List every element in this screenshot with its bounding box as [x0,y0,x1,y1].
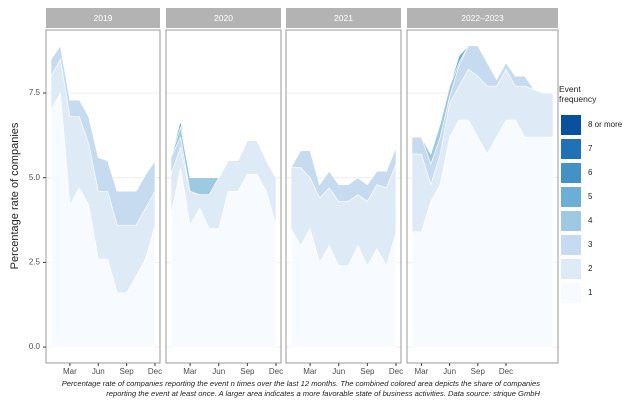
x-tick-label: Jun [332,367,345,376]
panel-border [406,29,559,364]
area [290,147,397,186]
x-tick-label: Mar [183,367,197,376]
legend-key [561,235,581,255]
strip [166,8,281,28]
x-tick-label: Mar [415,367,429,376]
strip [286,8,401,28]
x-tick-label: Mar [63,367,77,376]
x-tick-label: Jun [212,367,225,376]
area [170,120,277,178]
legend-label: 5 [588,192,593,201]
legend-label: 8 or more [588,120,623,129]
legend-label: 6 [588,168,593,177]
facet-title: 2021 [334,13,353,23]
x-tick-label: Sep [240,367,255,376]
x-tick-label: Sep [471,367,486,376]
area [50,44,156,192]
x-tick-label: Dec [499,367,513,376]
legend-label: 3 [588,240,593,249]
y-axis-label: Percentage rate of companies [9,122,21,269]
legend-label: 2 [588,264,593,273]
panel-border [45,29,161,364]
x-tick-label: Sep [360,367,375,376]
y-tick-label: 7.5 [29,88,41,97]
area [412,45,553,155]
caption: Percentage rate of companies reporting t… [61,379,540,398]
x-tick-label: Jun [443,367,456,376]
legend-label: 1 [588,288,593,297]
legend-key [561,211,581,231]
strip [407,8,558,28]
panel-border [285,29,402,364]
legend-key [561,187,581,207]
facet-title: 2022–2023 [461,13,504,23]
legend-key [561,283,581,303]
y-tick-label: 2.5 [29,257,41,266]
facet-title: 2019 [94,13,113,23]
x-tick-label: Sep [120,367,135,376]
facet-title: 2020 [214,13,233,23]
legend-label: 4 [588,216,593,225]
y-tick-label: 0.0 [29,342,41,351]
legend-title: Event frequency [559,84,597,104]
legend-label: 7 [588,144,593,153]
panel-border [165,29,282,364]
x-tick-label: Mar [303,367,317,376]
legend-key [561,163,581,183]
x-tick-label: Jun [92,367,105,376]
legend-key [561,139,581,159]
strip [46,8,160,28]
x-tick-label: Dec [389,367,403,376]
legend-key [561,115,581,135]
y-tick-label: 5.0 [29,173,41,182]
x-tick-label: Dec [148,367,162,376]
legend-key [561,259,581,279]
x-tick-label: Dec [269,367,283,376]
